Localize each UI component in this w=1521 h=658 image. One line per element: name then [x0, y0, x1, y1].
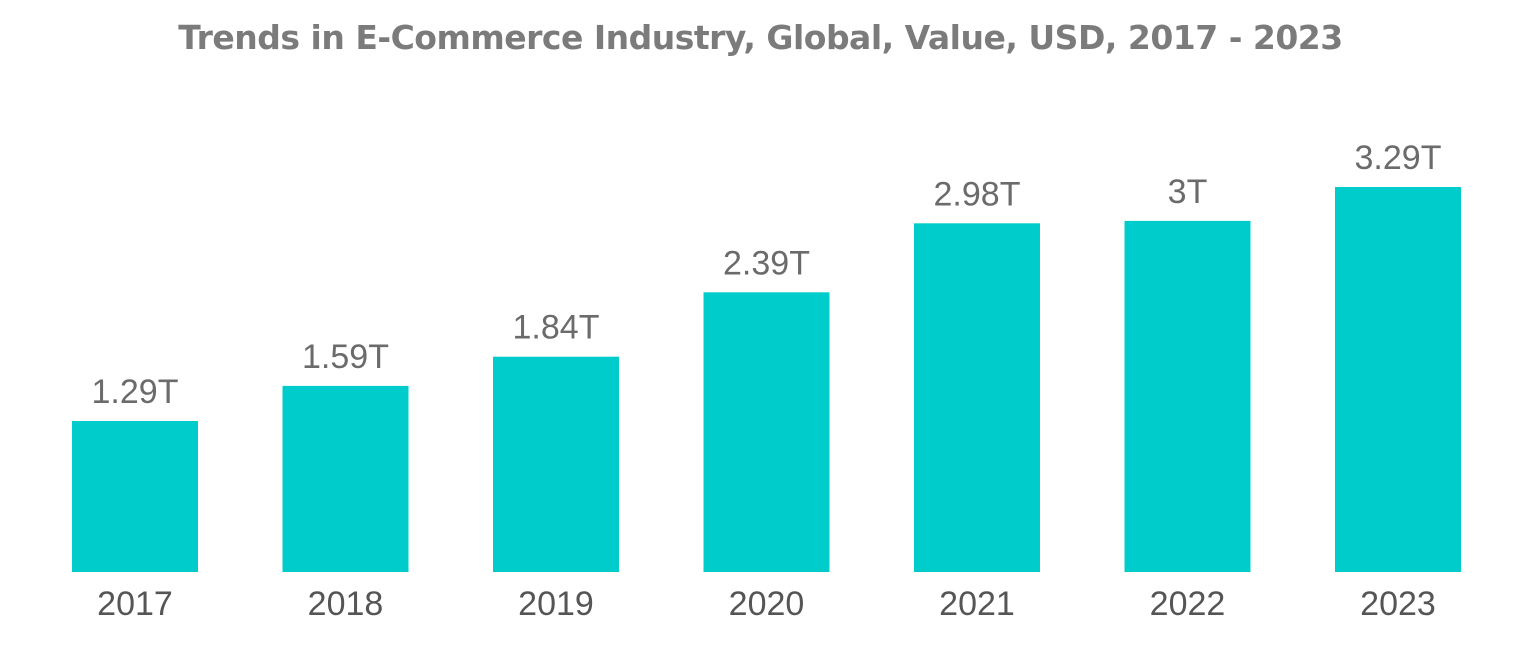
- bar-2023: [1335, 187, 1461, 572]
- x-tick-label-2018: 2018: [308, 585, 384, 623]
- x-tick-label-2019: 2019: [518, 585, 594, 623]
- bar-2022: [1124, 220, 1251, 572]
- labels-layer: 1.29T 2017 1.59T 2018 1.84T 2019 2.39T 2020 2.98…: [92, 139, 1442, 623]
- data-label-2019: 1.84T: [513, 309, 600, 347]
- bar-2020: [703, 292, 830, 572]
- data-label-2022: 3T: [1168, 173, 1208, 211]
- bar-2019: [493, 356, 619, 572]
- data-label-2021: 2.98T: [934, 175, 1021, 213]
- bar-2018: [282, 385, 409, 572]
- x-tick-label-2020: 2020: [729, 585, 805, 623]
- data-label-2020: 2.39T: [723, 244, 810, 282]
- data-label-2018: 1.59T: [302, 338, 389, 376]
- bar-2021: [914, 223, 1040, 573]
- data-label-2023: 3.29T: [1355, 139, 1442, 177]
- x-tick-label-2017: 2017: [97, 585, 173, 623]
- bars-layer: [72, 187, 1461, 573]
- x-tick-label-2023: 2023: [1360, 585, 1436, 623]
- x-tick-label-2022: 2022: [1150, 585, 1226, 623]
- chart-title: Trends in E-Commerce Industry, Global, V…: [178, 18, 1343, 57]
- x-tick-label-2021: 2021: [939, 585, 1015, 623]
- data-label-2017: 1.29T: [92, 373, 179, 411]
- bar-2017: [72, 421, 198, 572]
